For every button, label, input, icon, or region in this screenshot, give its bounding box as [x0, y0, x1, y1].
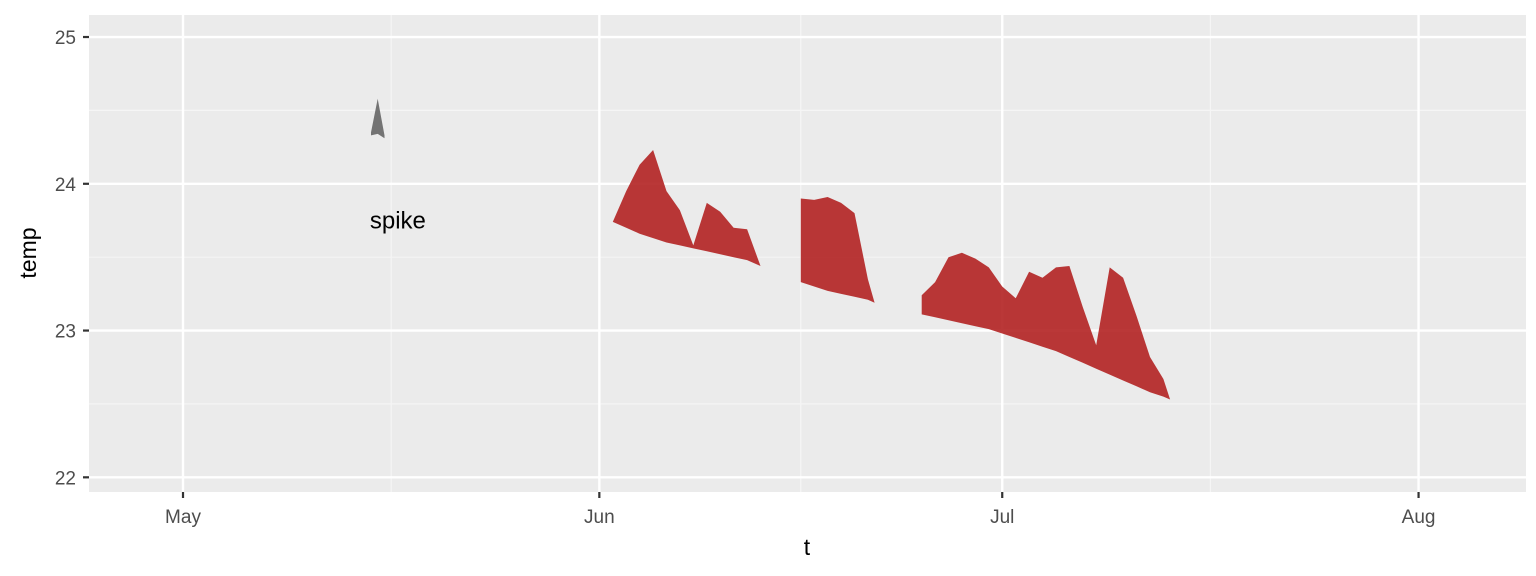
- area-series: [371, 98, 1171, 400]
- x-axis-title: t: [804, 534, 811, 560]
- area-ribbon: [921, 252, 1171, 400]
- y-axis-title: temp: [15, 227, 41, 278]
- y-tick-label: 22: [55, 468, 76, 489]
- x-tick-label: Jun: [584, 507, 615, 528]
- annotations: spike: [370, 207, 426, 234]
- y-tick-label: 23: [55, 322, 76, 343]
- minor-gridlines: [89, 15, 1526, 492]
- y-axis: 22 23 24 25: [55, 28, 89, 489]
- y-tick-label: 25: [55, 28, 76, 49]
- annotation-label: spike: [370, 207, 426, 234]
- x-tick-label: Jul: [990, 507, 1014, 528]
- major-gridlines: [89, 15, 1526, 492]
- y-tick-label: 24: [55, 175, 77, 196]
- area-ribbon: [800, 197, 875, 303]
- x-axis: May Jun Jul Aug: [165, 492, 1435, 528]
- area-ribbon: [612, 150, 761, 266]
- x-tick-label: Aug: [1402, 507, 1436, 528]
- area-ribbon: [371, 98, 385, 139]
- x-tick-label: May: [165, 507, 201, 528]
